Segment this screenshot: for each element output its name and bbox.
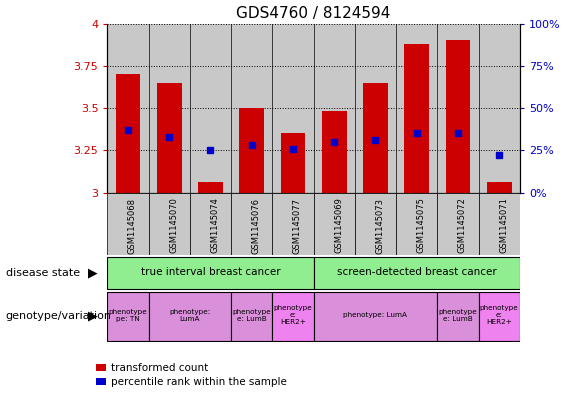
Text: transformed count: transformed count bbox=[111, 363, 208, 373]
Bar bbox=[314, 193, 355, 255]
Bar bbox=[116, 74, 140, 193]
Text: ▶: ▶ bbox=[88, 266, 98, 280]
Text: percentile rank within the sample: percentile rank within the sample bbox=[111, 376, 286, 387]
Text: GSM1145076: GSM1145076 bbox=[251, 198, 260, 253]
Bar bbox=[190, 24, 231, 193]
Bar bbox=[405, 44, 429, 193]
Bar bbox=[437, 24, 479, 193]
Bar bbox=[149, 193, 190, 255]
Bar bbox=[149, 292, 231, 341]
Bar bbox=[272, 24, 314, 193]
Text: GSM1145072: GSM1145072 bbox=[458, 198, 467, 253]
Bar bbox=[396, 193, 437, 255]
Text: GSM1145077: GSM1145077 bbox=[293, 198, 302, 253]
Bar bbox=[479, 24, 520, 193]
Bar bbox=[355, 193, 396, 255]
Text: GSM1145073: GSM1145073 bbox=[375, 198, 384, 253]
Bar bbox=[479, 193, 520, 255]
Text: GSM1145068: GSM1145068 bbox=[128, 198, 137, 253]
Bar bbox=[487, 182, 511, 193]
Bar bbox=[240, 108, 264, 193]
Bar bbox=[479, 292, 520, 341]
Bar bbox=[107, 292, 149, 341]
Bar bbox=[107, 24, 149, 193]
Bar bbox=[281, 133, 305, 193]
Bar bbox=[437, 193, 479, 255]
Text: phenotype:
LumA: phenotype: LumA bbox=[169, 309, 211, 322]
Text: GSM1145075: GSM1145075 bbox=[417, 198, 425, 253]
Bar bbox=[437, 292, 479, 341]
Text: screen-detected breast cancer: screen-detected breast cancer bbox=[337, 267, 497, 277]
Text: GSM1145074: GSM1145074 bbox=[210, 198, 219, 253]
Bar bbox=[157, 83, 181, 193]
Bar bbox=[446, 40, 470, 193]
Text: disease state: disease state bbox=[6, 268, 80, 278]
Bar bbox=[231, 24, 272, 193]
Text: phenotype
pe: TN: phenotype pe: TN bbox=[108, 309, 147, 322]
Bar bbox=[314, 24, 355, 193]
Text: GSM1145070: GSM1145070 bbox=[170, 198, 178, 253]
Text: GSM1145071: GSM1145071 bbox=[499, 198, 508, 253]
Bar bbox=[272, 292, 314, 341]
Bar bbox=[363, 83, 388, 193]
Text: GSM1145069: GSM1145069 bbox=[334, 198, 343, 253]
Text: phenotype
e:
HER2+: phenotype e: HER2+ bbox=[273, 305, 312, 325]
Text: genotype/variation: genotype/variation bbox=[6, 311, 112, 321]
Text: ▶: ▶ bbox=[88, 310, 98, 323]
Bar bbox=[107, 257, 314, 289]
Title: GDS4760 / 8124594: GDS4760 / 8124594 bbox=[236, 6, 391, 21]
Text: phenotype
e: LumB: phenotype e: LumB bbox=[232, 309, 271, 322]
Bar bbox=[149, 24, 190, 193]
Text: true interval breast cancer: true interval breast cancer bbox=[141, 267, 280, 277]
Bar bbox=[231, 193, 272, 255]
Bar bbox=[231, 292, 272, 341]
Bar bbox=[314, 292, 437, 341]
Bar bbox=[396, 24, 437, 193]
Bar bbox=[272, 193, 314, 255]
Bar bbox=[198, 182, 223, 193]
Text: phenotype: LumA: phenotype: LumA bbox=[344, 312, 407, 318]
Bar bbox=[322, 112, 346, 193]
Text: phenotype
e: LumB: phenotype e: LumB bbox=[438, 309, 477, 322]
Bar bbox=[107, 193, 149, 255]
Bar bbox=[190, 193, 231, 255]
Text: phenotype
e:
HER2+: phenotype e: HER2+ bbox=[480, 305, 519, 325]
Bar bbox=[355, 24, 396, 193]
Bar bbox=[314, 257, 520, 289]
